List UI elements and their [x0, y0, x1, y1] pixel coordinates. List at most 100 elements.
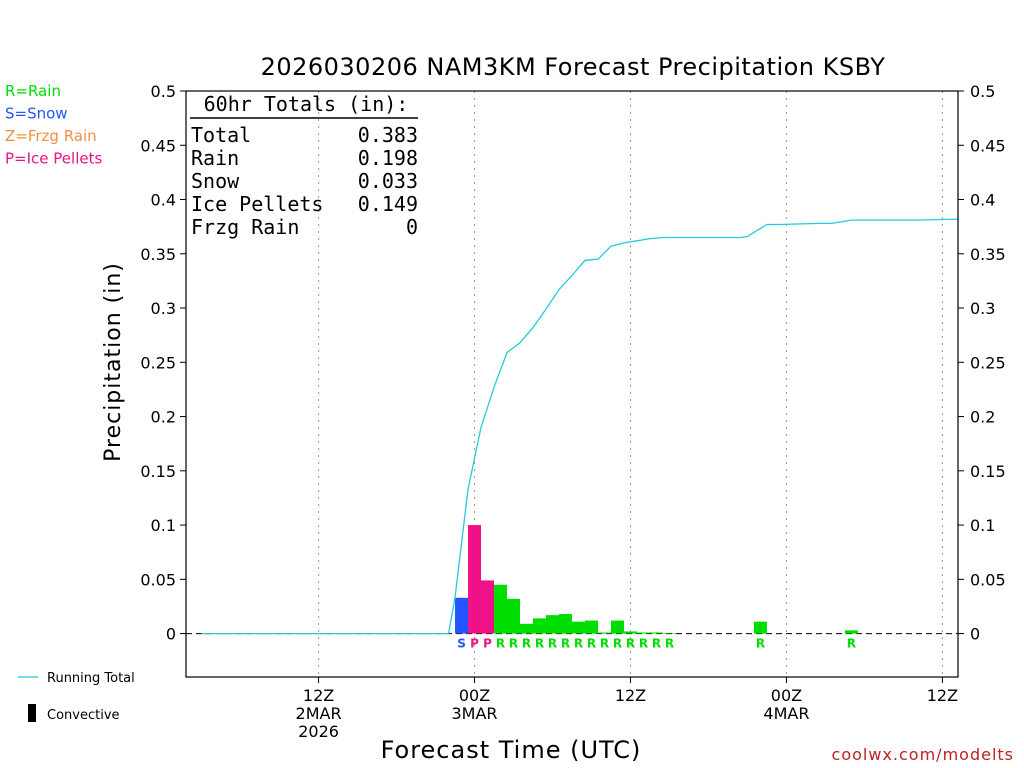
- totals-rows: Total 0.383 Rain 0.198 Snow 0.033 Ice Pellets 0…: [191, 123, 418, 239]
- y-tick-label-left: 0.45: [140, 136, 176, 155]
- precip-type-letter: R: [496, 637, 505, 651]
- y-tick-label-right: 0.25: [970, 353, 1006, 372]
- totals-box: 60hr Totals (in): Total 0.383 Rain 0.198 Sno…: [190, 92, 418, 239]
- totals-heading: 60hr Totals (in):: [204, 92, 409, 116]
- y-tick-label-right: 0.5: [970, 82, 995, 101]
- x-tick-label: 12Z: [303, 686, 334, 705]
- x-tick-label: 2026: [298, 722, 339, 741]
- y-tick-label-right: 0.4: [970, 191, 995, 210]
- precip-bar: [662, 633, 676, 634]
- precip-type-letter: R: [522, 637, 531, 651]
- y-tick-label-right: 0.05: [970, 570, 1006, 589]
- x-tick-label: 12Z: [615, 686, 646, 705]
- precip-bar: [753, 621, 767, 634]
- totals-row-label: Ice Pellets: [191, 192, 323, 216]
- convective-legend-swatch: [28, 704, 36, 722]
- chart-title: 2026030206 NAM3KM Forecast Precipitation…: [261, 53, 886, 81]
- x-tick-label: 00Z: [771, 686, 802, 705]
- y-tick-label-left: 0.15: [140, 462, 176, 481]
- type-legend-entry: R=Rain: [5, 82, 61, 100]
- precip-bar: [559, 614, 572, 634]
- totals-row-label: Snow: [191, 169, 240, 193]
- precip-type-letter: P: [483, 637, 492, 651]
- y-tick-label-left: 0.2: [151, 408, 176, 427]
- x-tick-label: 3MAR: [452, 704, 498, 723]
- y-tick-label-left: 0.5: [151, 82, 176, 101]
- x-tick-label: 12Z: [927, 686, 958, 705]
- precip-type-letter: R: [847, 637, 856, 651]
- totals-row-label: Rain: [191, 146, 239, 170]
- y-tick-label-right: 0.15: [970, 462, 1006, 481]
- running-total-legend-label: Running Total: [47, 671, 135, 686]
- x-tick-label: 2MAR: [296, 704, 342, 723]
- y-tick-label-left: 0.3: [151, 299, 176, 318]
- y-tick-label-left: 0.35: [140, 245, 176, 264]
- precip-bar: [481, 580, 495, 634]
- precip-type-letter: S: [457, 637, 466, 651]
- y-axis-right-ticks: 0 0.05 0.1 0.15 0.2 0.25 0.3 0.35 0.4 0.45 0.5: [958, 82, 1006, 644]
- x-tick-label: 4MAR: [763, 704, 809, 723]
- precip-type-letter: R: [548, 637, 557, 651]
- precip-bar: [844, 630, 858, 634]
- y-tick-label-right: 0.3: [970, 299, 995, 318]
- precip-type-letter: R: [587, 637, 596, 651]
- precip-bar: [597, 632, 611, 634]
- precip-bar: [455, 597, 469, 634]
- bottom-legend: Running Total Convective: [18, 671, 135, 723]
- y-tick-label-left: 0.4: [151, 191, 176, 210]
- y-tick-label-left: 0.05: [140, 570, 176, 589]
- precip-type-letter: P: [470, 637, 479, 651]
- precip-type-letter: R: [535, 637, 544, 651]
- x-axis-label: Forecast Time (UTC): [381, 736, 642, 764]
- type-legend-entry: P=Ice Pellets: [5, 150, 102, 168]
- totals-row-value: 0.198: [358, 146, 418, 170]
- y-axis-label: Precipitation (in): [101, 262, 126, 462]
- precip-type-letter: R: [665, 637, 674, 651]
- precip-bar: [584, 620, 598, 634]
- precip-type-letter: R: [652, 637, 661, 651]
- precip-type-letter: R: [600, 637, 609, 651]
- precip-bar: [546, 615, 560, 634]
- precip-bar: [520, 623, 534, 634]
- totals-row-value: 0: [406, 215, 418, 239]
- precip-bar: [649, 632, 663, 634]
- precip-type-letter: R: [626, 637, 635, 651]
- precip-bar: [572, 621, 585, 634]
- x-tick-label: 00Z: [459, 686, 490, 705]
- precip-type-letter: R: [574, 637, 583, 651]
- precip-type-letter: R: [639, 637, 648, 651]
- y-tick-label-left: 0.1: [151, 516, 176, 535]
- precip-bar: [533, 618, 547, 634]
- y-tick-label-left: 0.25: [140, 353, 176, 372]
- type-legend-entry: S=Snow: [5, 105, 68, 123]
- precip-bar: [468, 525, 482, 634]
- totals-row-value: 0.383: [358, 123, 418, 147]
- totals-row-label: Frzg Rain: [191, 215, 299, 239]
- y-axis-left-ticks: 0 0.05 0.1 0.15 0.2 0.25 0.3 0.35 0.4 0.45 0.5: [140, 82, 186, 644]
- totals-row-label: Total: [191, 123, 251, 147]
- precip-type-letter: R: [561, 637, 570, 651]
- y-tick-label-left: 0: [166, 625, 176, 644]
- type-legend-entry: Z=Frzg Rain: [5, 127, 97, 145]
- precip-bar: [494, 584, 508, 634]
- precip-type-letter: R: [756, 637, 765, 651]
- precip-type-letter: R: [509, 637, 518, 651]
- convective-legend-label: Convective: [47, 708, 120, 723]
- y-tick-label-right: 0.35: [970, 245, 1006, 264]
- running-total-line: [201, 218, 959, 635]
- credit-text: coolwx.com/modelts: [832, 745, 1014, 764]
- precip-bar: [623, 631, 637, 634]
- totals-row-value: 0.033: [358, 169, 418, 193]
- totals-row-value: 0.149: [358, 192, 418, 216]
- precip-type-letter: R: [613, 637, 622, 651]
- plot-frame: [185, 90, 959, 678]
- precip-type-legend: R=Rain S=Snow Z=Frzg Rain P=Ice Pellets: [5, 82, 102, 168]
- precip-bar: [507, 598, 521, 634]
- y-tick-label-right: 0.1: [970, 516, 995, 535]
- precip-bar: [610, 620, 624, 634]
- y-tick-label-right: 0.45: [970, 136, 1006, 155]
- precip-bar: [636, 632, 650, 634]
